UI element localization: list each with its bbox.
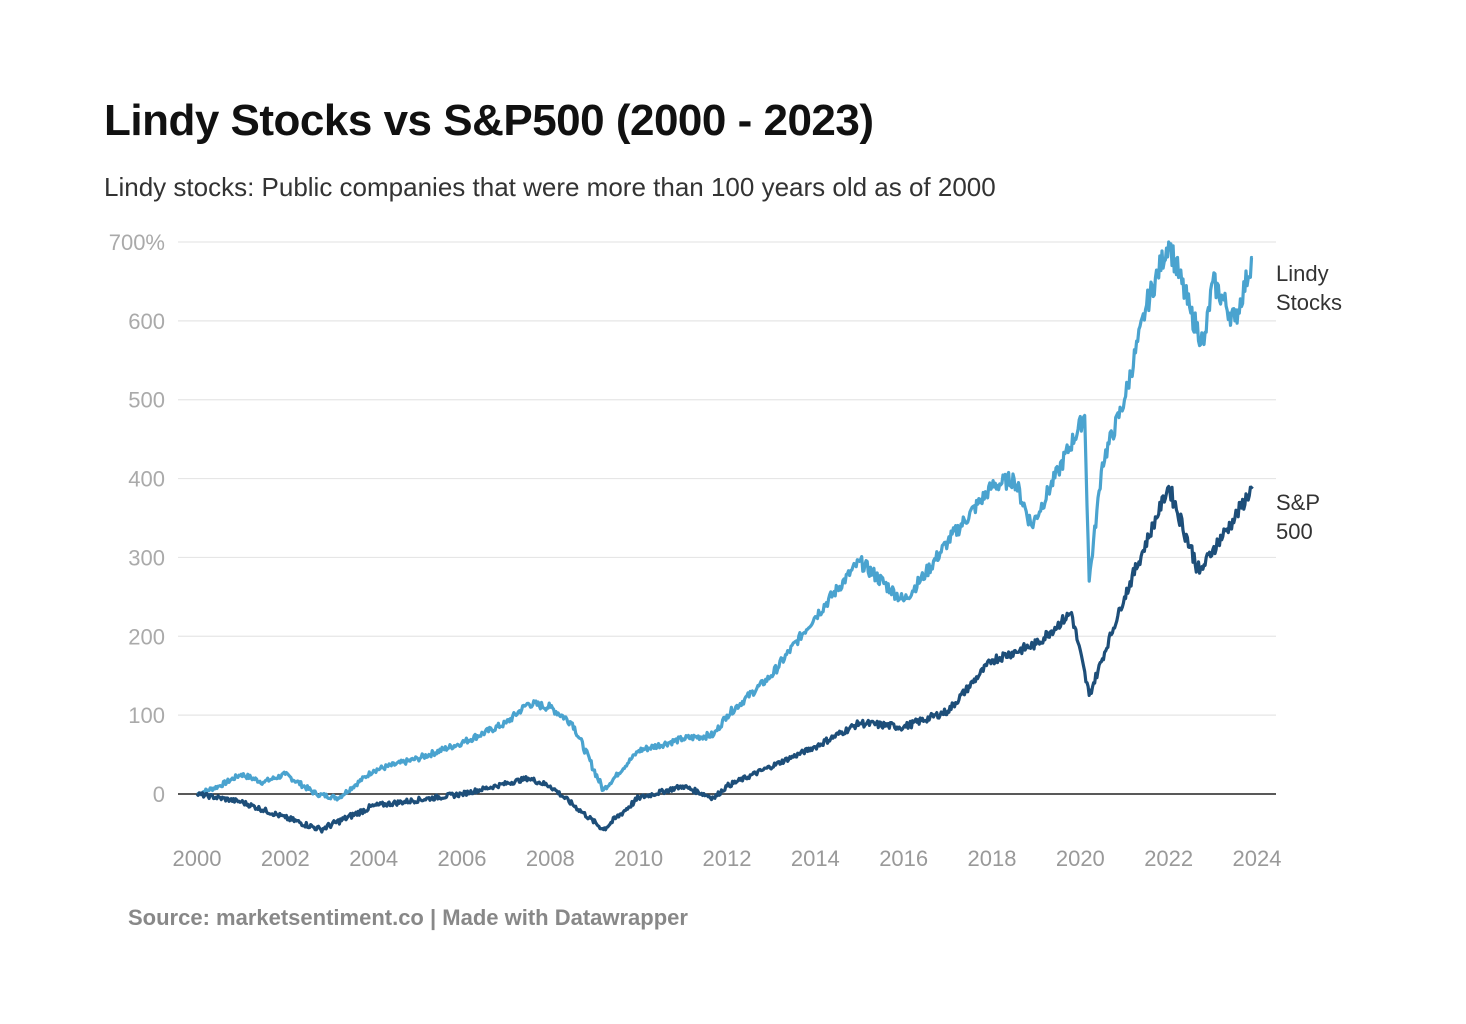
y-tick-label: 300 bbox=[128, 545, 165, 570]
y-tick-label: 700% bbox=[109, 230, 165, 255]
y-tick-label: 200 bbox=[128, 624, 165, 649]
chart-subtitle: Lindy stocks: Public companies that were… bbox=[104, 172, 996, 202]
x-tick-label: 2008 bbox=[526, 846, 575, 871]
y-tick-label: 100 bbox=[128, 703, 165, 728]
gridlines bbox=[178, 241, 1276, 795]
x-tick-label: 2016 bbox=[879, 846, 928, 871]
x-tick-label: 2014 bbox=[791, 846, 840, 871]
x-tick-label: 2004 bbox=[349, 846, 398, 871]
sp500-series-label: 500 bbox=[1276, 519, 1313, 544]
y-tick-label: 500 bbox=[128, 388, 165, 413]
x-tick-label: 2002 bbox=[261, 846, 310, 871]
y-tick-label: 600 bbox=[128, 309, 165, 334]
lindy-series-label: Lindy bbox=[1276, 261, 1329, 286]
lindy-series-label: Stocks bbox=[1276, 290, 1342, 315]
x-tick-label: 2024 bbox=[1233, 846, 1282, 871]
x-tick-label: 2022 bbox=[1144, 846, 1193, 871]
sp500-line bbox=[195, 484, 1254, 834]
y-tick-label: 0 bbox=[153, 782, 165, 807]
y-axis-ticks: 700% 600 500 400 300 200 100 0 bbox=[109, 230, 165, 807]
lindy-stocks-line bbox=[196, 240, 1254, 802]
y-tick-label: 400 bbox=[128, 467, 165, 492]
x-tick-label: 2006 bbox=[438, 846, 487, 871]
series-lines bbox=[195, 240, 1254, 834]
source-note: Source: marketsentiment.co | Made with D… bbox=[128, 905, 688, 930]
chart-title: Lindy Stocks vs S&P500 (2000 - 2023) bbox=[104, 96, 874, 145]
x-tick-label: 2000 bbox=[173, 846, 222, 871]
x-tick-label: 2012 bbox=[703, 846, 752, 871]
sp500-series-label: S&P bbox=[1276, 490, 1320, 515]
x-axis-ticks: 2000 2002 2004 2006 2008 2010 2012 2014 2016 2018… bbox=[173, 846, 1282, 871]
x-tick-label: 2018 bbox=[968, 846, 1017, 871]
series-labels: Lindy Stocks S&P 500 bbox=[1276, 261, 1342, 544]
x-tick-label: 2010 bbox=[614, 846, 663, 871]
x-tick-label: 2020 bbox=[1056, 846, 1105, 871]
